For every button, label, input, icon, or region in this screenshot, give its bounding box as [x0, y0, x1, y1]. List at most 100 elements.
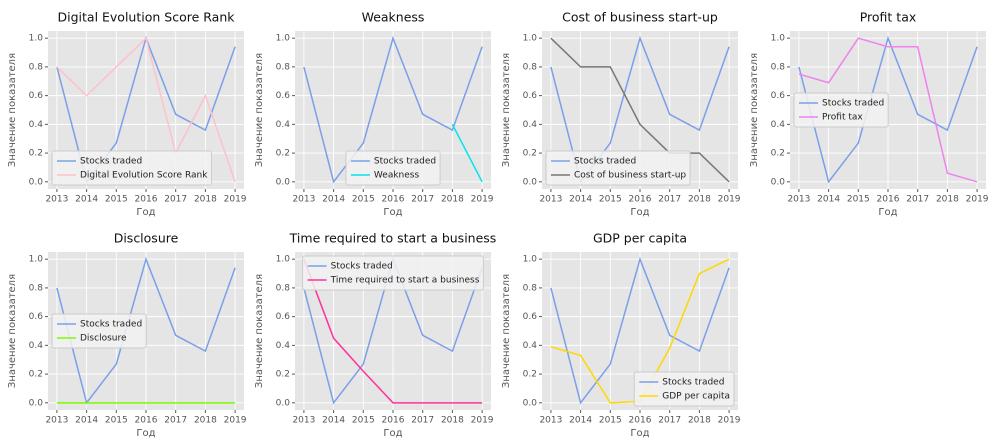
x-tick-label: 2019	[718, 195, 741, 205]
legend: Stocks traded Profit tax	[793, 92, 889, 128]
y-tick-label: 0.8	[276, 62, 291, 72]
series-line	[451, 124, 483, 183]
x-tick-label: 2014	[569, 416, 592, 426]
legend-label: Stocks traded	[80, 157, 142, 167]
series-line	[303, 35, 483, 184]
x-tick-label: 2017	[906, 195, 929, 205]
x-tick-label: 2013	[292, 416, 315, 426]
legend-label: Stocks traded	[822, 99, 884, 109]
x-tick-label: 2015	[599, 416, 622, 426]
y-tick-label: 0.6	[523, 91, 538, 101]
y-tick-label: 0.6	[523, 312, 538, 322]
x-tick-label: 2013	[539, 195, 562, 205]
y-tick-label: 1.0	[29, 34, 44, 44]
x-tick-label: 2016	[135, 416, 158, 426]
legend-label: Profit tax	[822, 113, 863, 123]
x-tick-label: 2019	[224, 416, 247, 426]
x-tick-label: 2018	[688, 195, 711, 205]
x-tick-label: 2015	[847, 195, 870, 205]
y-tick-label: 0.2	[771, 149, 785, 159]
y-axis-label: Значение показателя	[501, 274, 512, 388]
y-tick-label: 1.0	[276, 34, 291, 44]
y-tick-label: 0.6	[771, 91, 786, 101]
y-axis-label: Значение показателя	[501, 53, 512, 167]
series-line	[303, 258, 483, 404]
y-tick-label: 0.2	[29, 149, 43, 159]
legend-label: Weakness	[374, 171, 420, 181]
x-tick-label: 2014	[75, 416, 98, 426]
chart-title: Cost of business start-up	[562, 10, 718, 25]
legend-box	[51, 150, 212, 186]
x-tick-label: 2013	[45, 195, 68, 205]
y-axis-label: Значение показателя	[254, 274, 265, 388]
y-tick-label: 1.0	[523, 255, 538, 265]
y-tick-label: 0.4	[276, 341, 291, 351]
x-tick-label: 2018	[441, 416, 464, 426]
y-tick-label: 0.0	[276, 398, 291, 408]
chart-title: Digital Evolution Score Rank	[58, 10, 236, 25]
legend-label: Cost of business start-up	[574, 171, 686, 181]
x-tick-label: 2014	[569, 195, 592, 205]
series-line	[798, 35, 978, 184]
x-tick-label: 2016	[135, 195, 158, 205]
y-tick-label: 0.2	[276, 149, 290, 159]
chart-title: Disclosure	[114, 231, 179, 246]
y-tick-label: 0.8	[29, 62, 44, 72]
legend-label: Disclosure	[80, 334, 127, 344]
legend-box	[545, 150, 691, 186]
y-tick-label: 0.0	[523, 177, 538, 187]
legend-box	[51, 313, 147, 349]
y-tick-label: 0.4	[523, 341, 538, 351]
legend-box	[345, 150, 441, 186]
series-line	[550, 37, 730, 183]
y-tick-label: 0.0	[29, 398, 44, 408]
y-tick-label: 0.0	[523, 398, 538, 408]
x-tick-label: 2019	[471, 195, 494, 205]
y-tick-label: 0.4	[29, 341, 44, 351]
chart-title: GDP per capita	[593, 231, 687, 246]
y-tick-label: 0.8	[276, 283, 291, 293]
x-tick-label: 2017	[658, 416, 681, 426]
x-tick-label: 2013	[45, 416, 68, 426]
chart-title: Profit tax	[860, 10, 917, 25]
y-tick-label: 0.0	[276, 177, 291, 187]
x-tick-label: 2013	[539, 416, 562, 426]
legend-label: Stocks traded	[662, 378, 724, 388]
legend-label: Stocks traded	[374, 157, 436, 167]
y-tick-label: 0.2	[523, 149, 537, 159]
x-axis-label: Год	[383, 428, 402, 439]
x-tick-label: 2015	[105, 416, 128, 426]
x-tick-label: 2018	[688, 416, 711, 426]
x-tick-label: 2016	[877, 195, 900, 205]
y-tick-label: 1.0	[29, 255, 44, 265]
y-tick-label: 0.4	[523, 120, 538, 130]
y-tick-label: 0.8	[523, 283, 538, 293]
x-tick-label: 2014	[322, 195, 345, 205]
legend-label: Stocks traded	[574, 157, 636, 167]
y-tick-label: 0.8	[29, 283, 44, 293]
legend: Stocks traded Cost of business start-up	[545, 150, 691, 186]
y-axis-label: Значение показателя	[7, 53, 18, 167]
x-tick-label: 2015	[352, 416, 375, 426]
legend-label: Stocks traded	[80, 320, 142, 330]
x-tick-label: 2019	[471, 416, 494, 426]
legend: Stocks traded Weakness	[345, 150, 441, 186]
y-axis-label: Значение показателя	[254, 53, 265, 167]
series-line	[798, 37, 978, 183]
legend: Stocks traded Disclosure	[51, 313, 147, 349]
legend: Stocks traded Time required to start a bu…	[302, 255, 484, 291]
y-tick-label: 0.4	[771, 120, 786, 130]
x-axis-label: Год	[136, 207, 155, 218]
y-tick-label: 0.6	[29, 312, 44, 322]
legend-label: GDP per capita	[662, 392, 730, 402]
y-tick-label: 0.6	[29, 91, 44, 101]
y-tick-label: 0.8	[523, 62, 538, 72]
x-tick-label: 2015	[352, 195, 375, 205]
legend-label: Stocks traded	[331, 262, 393, 272]
y-tick-label: 0.2	[523, 370, 537, 380]
y-tick-label: 0.6	[276, 91, 291, 101]
x-tick-label: 2016	[629, 195, 652, 205]
x-tick-label: 2016	[629, 416, 652, 426]
y-tick-label: 1.0	[771, 34, 786, 44]
series-line	[56, 36, 236, 183]
